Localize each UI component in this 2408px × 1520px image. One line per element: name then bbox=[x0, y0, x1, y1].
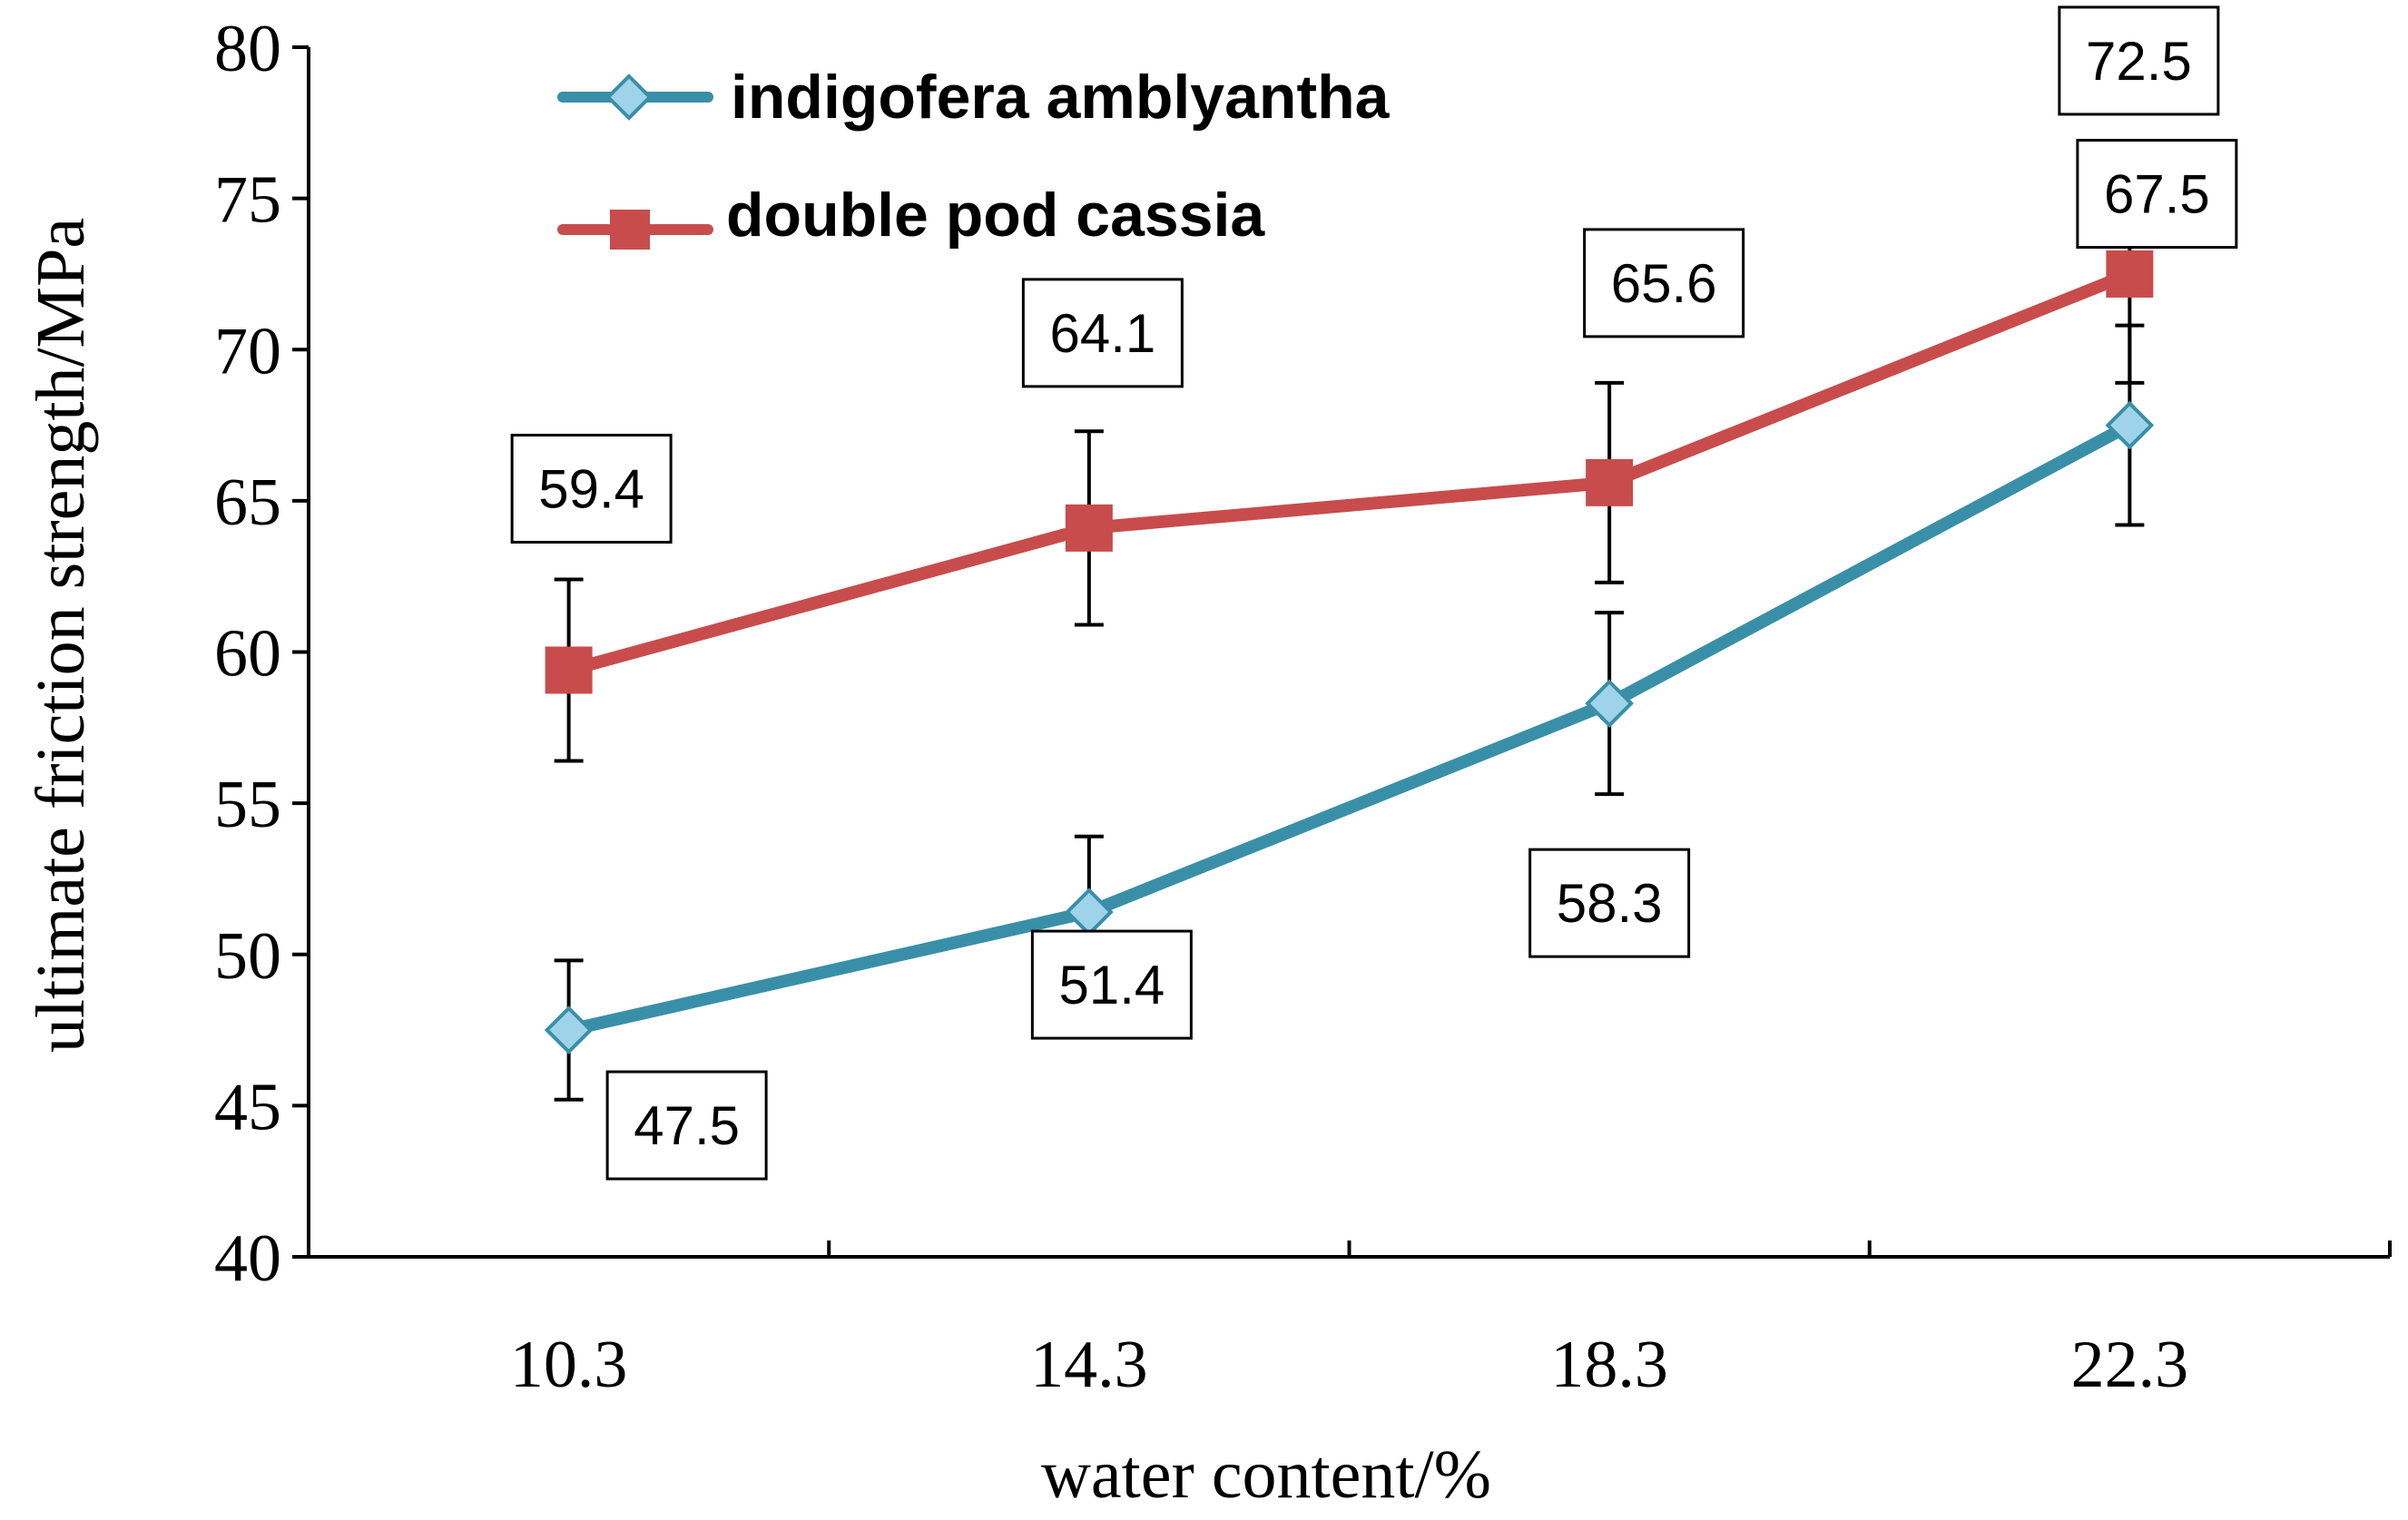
y-tick-label: 50 bbox=[214, 919, 281, 994]
legend-diamond-icon bbox=[605, 74, 653, 121]
data-label-box bbox=[510, 433, 673, 544]
y-axis-title: ultimate friction strength/MPa bbox=[23, 218, 99, 1053]
data-label-text: 59.4 bbox=[538, 458, 644, 519]
series-line bbox=[562, 267, 2137, 677]
y-tick-label: 65 bbox=[214, 466, 281, 540]
legend-label-indigofera: indigofera amblyantha bbox=[731, 63, 1391, 132]
y-tick-label: 40 bbox=[214, 1221, 281, 1296]
data-label-text: 67.5 bbox=[2104, 164, 2210, 225]
x-axis-title: water content/% bbox=[1041, 1437, 1491, 1513]
series-layer bbox=[544, 162, 2155, 1102]
data-label-text: 51.4 bbox=[1058, 955, 1165, 1015]
data-point-square bbox=[2106, 250, 2154, 298]
data-point-diamond bbox=[1585, 679, 1634, 728]
y-tick-label: 75 bbox=[214, 163, 281, 238]
series-cassia bbox=[545, 162, 2154, 763]
y-tick-label: 70 bbox=[214, 314, 281, 388]
data-label-text: 72.5 bbox=[2086, 31, 2192, 92]
y-tick-label: 80 bbox=[214, 12, 281, 86]
legend: indigofera amblyantha double pod cassia bbox=[557, 63, 1391, 250]
data-label: 58.3 bbox=[1528, 848, 1691, 958]
data-label-box bbox=[1021, 278, 1184, 388]
data-label-box bbox=[2076, 139, 2238, 250]
data-label-box bbox=[1528, 848, 1691, 958]
series-line bbox=[562, 418, 2137, 1037]
axes: 40 45 50 55 60 65 70 75 80 10.3 14.3 18.3 22.3 bbox=[214, 12, 2392, 1402]
series-indigofera bbox=[544, 323, 2155, 1102]
data-label-box bbox=[1030, 929, 1193, 1040]
x-tick-label: 22.3 bbox=[2071, 1328, 2189, 1402]
data-point-square bbox=[545, 646, 593, 694]
x-tick-label: 10.3 bbox=[510, 1328, 628, 1402]
data-label: 72.5 bbox=[2058, 5, 2220, 116]
data-label: 51.4 bbox=[1030, 929, 1193, 1040]
legend-label-cassia: double pod cassia bbox=[726, 181, 1265, 250]
data-point-diamond bbox=[2105, 400, 2155, 450]
data-point-diamond bbox=[544, 1005, 594, 1054]
data-label-box bbox=[1583, 228, 1745, 338]
data-label-text: 58.3 bbox=[1557, 873, 1663, 934]
data-label: 59.4 bbox=[510, 433, 673, 544]
data-label-box bbox=[2058, 5, 2220, 116]
data-label: 67.5 bbox=[2076, 139, 2238, 250]
data-label-box bbox=[605, 1070, 768, 1181]
x-tick-label: 14.3 bbox=[1030, 1328, 1148, 1402]
data-point-diamond bbox=[1065, 887, 1114, 937]
data-point-square bbox=[1065, 504, 1113, 552]
data-labels: 47.5 51.4 58.3 67.5 59.4 64.1 65.6 72.5 bbox=[510, 5, 2238, 1181]
data-label: 64.1 bbox=[1021, 278, 1184, 388]
y-tick-label: 45 bbox=[214, 1070, 281, 1144]
legend-square-icon bbox=[610, 210, 650, 250]
data-label: 65.6 bbox=[1583, 228, 1745, 338]
data-label-text: 64.1 bbox=[1049, 303, 1155, 364]
data-label: 47.5 bbox=[605, 1070, 768, 1181]
data-label-text: 47.5 bbox=[634, 1095, 740, 1156]
data-label-text: 65.6 bbox=[1611, 253, 1717, 314]
data-point-square bbox=[1586, 458, 1634, 506]
x-tick-label: 18.3 bbox=[1550, 1328, 1668, 1402]
y-tick-label: 60 bbox=[214, 617, 281, 691]
y-tick-label: 55 bbox=[214, 768, 281, 842]
